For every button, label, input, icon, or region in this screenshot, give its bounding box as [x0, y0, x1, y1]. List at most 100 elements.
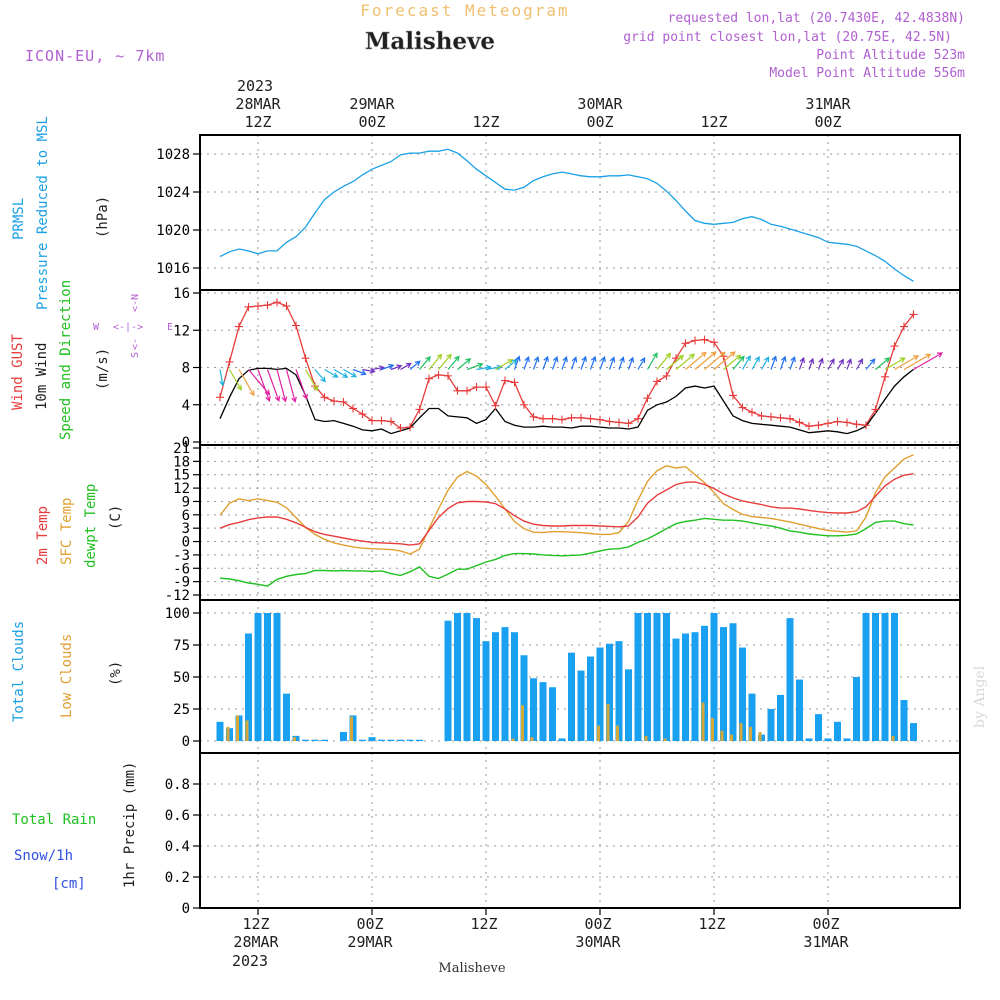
- precip-label-group: Total Rain Snow/1h [cm] 1hr Precip (mm): [12, 762, 138, 892]
- wind-arrow: [495, 359, 514, 371]
- precip-unit: 1hr Precip (mm): [122, 762, 138, 888]
- gust-marker: [491, 401, 500, 410]
- model-altitude: Model Point Altitude 556m: [769, 66, 965, 81]
- gust-marker: [377, 416, 386, 425]
- y-tick-label: 0.8: [165, 777, 190, 793]
- y-tick-label: 1028: [156, 147, 190, 163]
- total-cloud-bar: [311, 739, 319, 741]
- gust-marker: [263, 301, 272, 310]
- total-cloud-bar: [359, 739, 366, 741]
- prmsl-long-label: Pressure Reduced to MSL: [35, 116, 51, 310]
- top-hour-label: 12Z: [244, 113, 271, 131]
- total-cloud-bar: [520, 655, 528, 741]
- y-tick-label: 0: [182, 734, 190, 750]
- wind-arrow: [846, 358, 853, 370]
- gust-marker: [558, 415, 566, 424]
- y-tick-label: 16: [173, 286, 190, 302]
- wind-arrow: [352, 368, 367, 376]
- wind-arrow: [343, 368, 358, 378]
- wind-arrow: [238, 369, 255, 397]
- gust-marker: [273, 298, 281, 307]
- total-cloud-bar: [891, 613, 898, 741]
- total-cloud-bar: [862, 613, 870, 741]
- top-hour-label: 00Z: [358, 113, 385, 131]
- low-cloud-bar: [245, 720, 249, 741]
- wind-arrow: [884, 357, 906, 371]
- wind-arrow: [285, 369, 297, 403]
- gust-marker: [330, 397, 338, 406]
- total-cloud-bar: [254, 613, 262, 741]
- gust-marker: [843, 418, 851, 427]
- gust-marker: [805, 422, 813, 431]
- gust-marker: [795, 418, 804, 427]
- total-cloud-bar: [596, 647, 604, 741]
- gust-marker: [463, 386, 471, 395]
- compass-arrow-down: <-: [130, 338, 141, 350]
- gust-marker: [453, 386, 462, 395]
- wind-arrow: [704, 351, 726, 370]
- panel-frame: [199, 134, 961, 291]
- cloud-panel: 0 25 50 75 100: [165, 599, 961, 754]
- y-tick-label: 0: [182, 901, 190, 917]
- total-cloud-bar: [216, 721, 224, 741]
- watermark: by Angel: [972, 665, 988, 728]
- top-date-label: 28MAR: [235, 95, 281, 113]
- y-tick-label: 4: [182, 398, 190, 414]
- total-cloud-bar: [900, 700, 908, 741]
- bottom-date-label: 28MAR: [233, 933, 279, 951]
- total-cloud-bar: [843, 738, 851, 741]
- total-cloud-bar: [283, 693, 290, 741]
- gust-marker: [586, 414, 595, 423]
- y-tick-label: 0.4: [165, 839, 190, 855]
- wind-arrow: [798, 356, 806, 370]
- total-cloud-bar: [340, 732, 347, 741]
- wind-arrow: [561, 355, 568, 370]
- pressure-panel: 1016 1020 1024 1028: [156, 134, 961, 291]
- gust-marker: [567, 413, 576, 422]
- gust-marker: [358, 410, 367, 419]
- wind-arrow: [808, 357, 815, 370]
- wind-arrow: [637, 357, 646, 370]
- total-cloud-bar: [682, 633, 689, 741]
- wind-arrow: [779, 355, 787, 370]
- wind-arrow: [694, 351, 717, 370]
- gust-marker: [434, 370, 443, 379]
- low-cloud-bar: [606, 703, 610, 741]
- y-tick-label: 1016: [156, 261, 190, 277]
- wind-arrow: [580, 355, 587, 370]
- low-cloud-bar: [663, 738, 667, 741]
- gust-marker: [729, 391, 737, 400]
- wind-arrow: [875, 357, 891, 370]
- total-cloud-bar: [444, 620, 452, 741]
- gust-marker: [225, 357, 234, 366]
- total-cloud-bar: [378, 739, 385, 741]
- gust-marker: [406, 423, 414, 432]
- gust-marker: [691, 336, 699, 345]
- dewpt-label: dewpt Temp: [83, 484, 99, 568]
- wind-arrow: [457, 357, 472, 370]
- t2m-label: 2m Temp: [35, 506, 51, 565]
- low-cloud-bar: [236, 715, 239, 741]
- wind-arrow: [723, 354, 742, 370]
- top-year: 2023: [237, 77, 273, 95]
- total-cloud-bar: [245, 633, 252, 741]
- wind-arrow: [314, 369, 326, 383]
- gust-marker: [909, 310, 918, 319]
- gust-marker: [757, 411, 766, 420]
- low-cloud-bar: [758, 732, 762, 741]
- gust-marker: [235, 322, 243, 331]
- top-date-label: 30MAR: [577, 95, 623, 113]
- gust-marker: [425, 374, 433, 383]
- total-cloud-bar: [910, 723, 917, 741]
- panel-frame: [199, 752, 961, 909]
- y-tick-label: 9: [182, 494, 190, 510]
- t2m-line: [219, 473, 914, 546]
- wind-arrow: [599, 355, 606, 370]
- wind-arrow: [409, 360, 421, 370]
- low-cloud-bar: [720, 730, 724, 741]
- wind-arrow: [381, 363, 395, 371]
- total-cloud-bar: [853, 677, 860, 741]
